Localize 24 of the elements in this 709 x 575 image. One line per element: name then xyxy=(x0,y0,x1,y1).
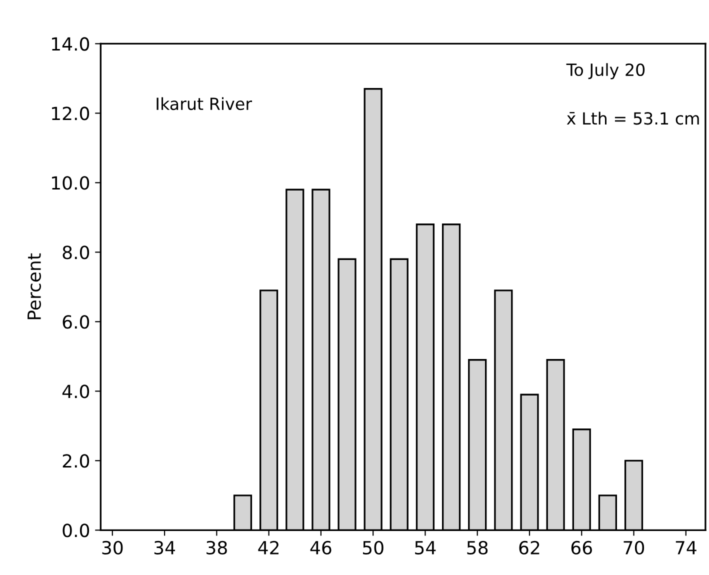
x-tick-label: 30 xyxy=(102,540,123,555)
x-tick-label: 38 xyxy=(206,540,227,555)
annotation: Ikarut River xyxy=(156,97,252,110)
y-tick-label: 6.0 xyxy=(62,315,90,329)
x-tick-label: 46 xyxy=(310,540,332,555)
x-tick-label: 34 xyxy=(154,540,176,555)
x-tick-label: 54 xyxy=(415,541,436,555)
y-tick-label: 4.0 xyxy=(62,384,90,398)
y-tick-label: 12.0 xyxy=(52,106,90,120)
x-tick-label: 58 xyxy=(467,540,488,555)
x-tick-label: 74 xyxy=(676,541,696,554)
x-tick-label: 62 xyxy=(519,540,540,555)
annotation: To July 20 xyxy=(566,63,645,80)
x-tick-label: 50 xyxy=(362,540,384,555)
annotation: x̄ Lth = 53.1 cm xyxy=(566,112,699,125)
y-tick-label: 10.0 xyxy=(52,176,90,190)
y-tick-label: 0.0 xyxy=(62,524,90,538)
y-tick-label: 2.0 xyxy=(62,454,90,468)
x-tick-label: 66 xyxy=(571,540,592,555)
y-tick-label: 8.0 xyxy=(62,246,90,260)
x-tick-label: 42 xyxy=(258,540,278,554)
y-tick-label: 14.0 xyxy=(52,37,90,51)
y-axis-title: Percent xyxy=(28,253,42,320)
x-tick-label: 70 xyxy=(624,540,644,555)
